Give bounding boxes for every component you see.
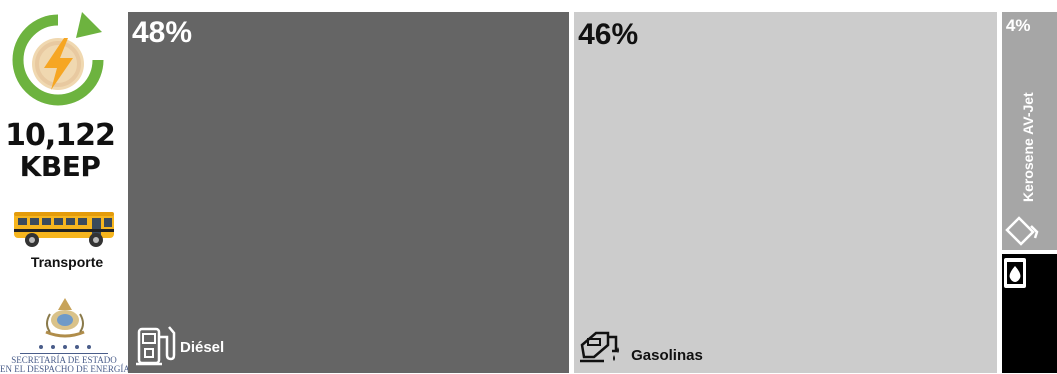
tile-percent-diesel: 48% <box>132 16 193 49</box>
tile-label-gasolinas: Gasolinas <box>631 347 703 364</box>
treemap-tile-gasolinas: 46% Gasolinas <box>574 12 997 373</box>
treemap-tile-kerosene-av-jet: 4% Kerosene AV-Jet <box>1001 12 1057 250</box>
organization-name-line-1: SECRETARÍA DE ESTADO <box>11 355 117 365</box>
summary-panel: 10,122 KBEP Transporte SECRETARÍA DE EST… <box>0 0 130 374</box>
total-energy-unit: KBEP <box>19 150 101 183</box>
sector-label: Transporte <box>30 254 104 270</box>
gasoline-nozzle-icon <box>578 323 622 372</box>
tile-percent-gasolinas: 46% <box>578 18 639 51</box>
school-bus-icon <box>14 212 114 247</box>
treemap-tile-diesel: 48% Diésel <box>128 12 570 373</box>
tile-label-kerosene-av-jet: Kerosene AV-Jet <box>1020 92 1037 202</box>
organization-name-line-2: EN EL DESPACHO DE ENERGÍA <box>0 364 130 374</box>
energy-cycle-logo-icon <box>12 12 104 106</box>
tile-label-diesel: Diésel <box>180 339 225 356</box>
total-energy-value: 10,122 <box>5 118 116 153</box>
stars-decoration <box>39 345 91 349</box>
national-coat-of-arms-icon <box>45 298 85 338</box>
jerrycan-icon <box>1003 214 1039 250</box>
oil-drop-icon <box>1002 256 1028 295</box>
tile-percent-kerosene-av-jet: 4% <box>1005 16 1031 35</box>
organization-rule <box>20 353 108 354</box>
fuel-pump-icon <box>136 323 176 372</box>
treemap-tile-fuel-oil <box>1001 254 1057 373</box>
